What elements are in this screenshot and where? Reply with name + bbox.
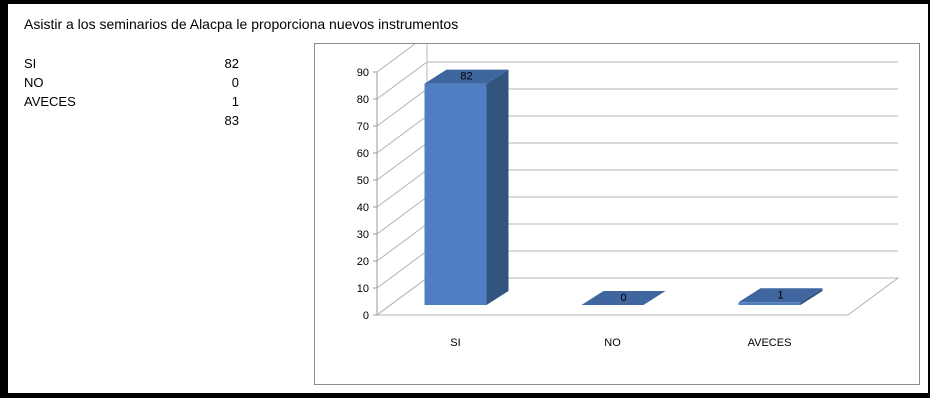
y-tick-label: 70 <box>357 121 369 133</box>
bar <box>738 302 801 305</box>
summary-row-aveces: AVECES 1 <box>24 94 239 113</box>
summary-value: 1 <box>231 94 239 109</box>
y-tick-label: 30 <box>357 229 369 241</box>
y-tick-label: 40 <box>357 202 369 214</box>
summary-total-value: 83 <box>224 113 239 128</box>
data-label: 82 <box>460 71 472 83</box>
chart-area: 0 10 20 30 40 50 60 70 80 90 82 SI 0 NO 1 AVECES <box>314 43 920 385</box>
summary-label: AVECES <box>24 94 76 109</box>
y-tick-label: 80 <box>357 94 369 106</box>
bar-chart: 0 10 20 30 40 50 60 70 80 90 82 SI 0 NO 1 AVECES <box>357 44 900 349</box>
chart-floor <box>375 277 900 316</box>
data-label: 0 <box>620 292 626 304</box>
summary-row-si: SI 82 <box>24 56 239 75</box>
y-tick-label: 60 <box>357 148 369 160</box>
y-tick-label: 0 <box>363 310 369 322</box>
y-tick-label: 10 <box>357 283 369 295</box>
bar <box>424 83 487 305</box>
y-tick-label: 90 <box>357 67 369 79</box>
summary-value: 82 <box>224 56 239 71</box>
summary-row-total: 83 <box>24 113 239 132</box>
x-tick-label: SI <box>450 337 460 349</box>
bar-top <box>581 291 666 305</box>
bar-top <box>424 69 509 84</box>
summary-table: SI 82 NO 0 AVECES 1 83 <box>24 56 239 132</box>
data-label: 1 <box>777 289 783 301</box>
gridline <box>376 44 416 73</box>
summary-value: 0 <box>231 75 239 90</box>
x-tick-label: NO <box>604 337 621 349</box>
summary-label: NO <box>24 75 44 90</box>
summary-label: SI <box>24 56 37 71</box>
bar-side <box>800 288 823 305</box>
summary-row-no: NO 0 <box>24 75 239 94</box>
y-tick-label: 20 <box>357 256 369 268</box>
page-title: Asistir a los seminarios de Alacpa le pr… <box>24 16 459 32</box>
y-tick-label: 50 <box>357 175 369 187</box>
x-tick-label: AVECES <box>748 337 792 349</box>
bar-top <box>738 288 823 303</box>
bar-side <box>486 69 509 305</box>
